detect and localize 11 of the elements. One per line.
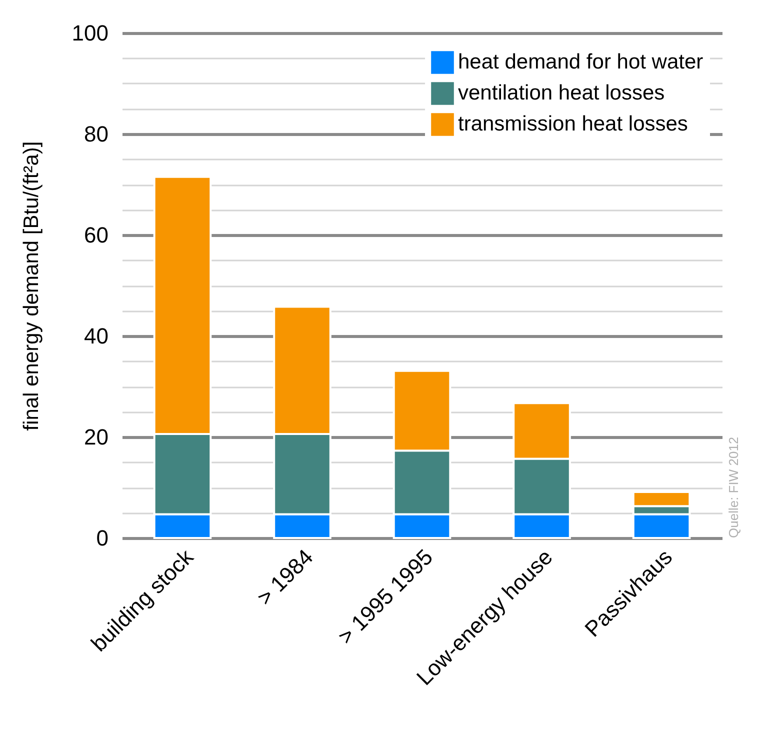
y-tick-label: 20 [84, 424, 108, 450]
y-tick-label: 40 [84, 324, 108, 348]
source-note: Quelle: FIW 2012 [726, 436, 741, 538]
legend-label: transmission heat losses [458, 112, 688, 136]
legend-label: ventilation heat losses [458, 82, 665, 104]
legend-label: heat demand for hot water [458, 50, 704, 74]
y-tick-label: 0 [96, 526, 108, 550]
y-tick-label: 60 [84, 222, 108, 248]
y-tick-label: 80 [84, 122, 108, 146]
y-tick-label: 100 [72, 20, 108, 46]
y-axis-title: final energy demand [Btu/(ft²a)] [20, 141, 43, 431]
